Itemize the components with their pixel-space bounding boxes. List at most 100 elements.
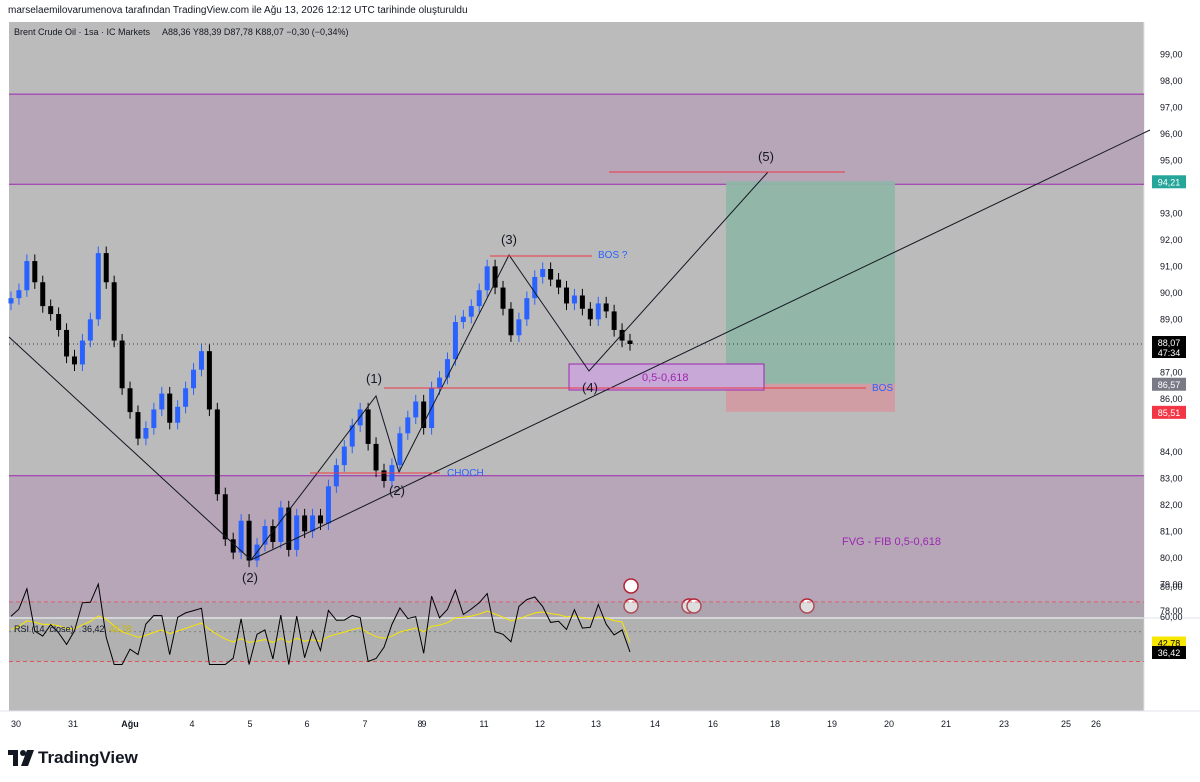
candle: [579, 295, 585, 309]
candle: [24, 261, 30, 291]
long-position-profit-zone[interactable]: [726, 181, 895, 384]
candle: [191, 369, 197, 389]
candle: [603, 303, 609, 312]
candle: [333, 465, 339, 487]
price-axis-label: 80,00: [1160, 553, 1183, 563]
time-axis-label: 23: [999, 719, 1009, 729]
price-axis-label: 83,00: [1160, 473, 1183, 483]
candle: [341, 446, 347, 466]
price-tag-countdown: 47:34: [1158, 348, 1181, 358]
rsi-axis-label: 60,00: [1160, 612, 1183, 622]
price-chart[interactable]: 0,5-0,618 BOS ? BOS CHOCH FVG - FIB 0,5-0,61…: [0, 22, 1200, 740]
rsi-tag-label: 36,42: [1158, 648, 1181, 658]
candle: [103, 253, 109, 283]
price-axis-label: 97,00: [1160, 102, 1183, 112]
fvg-label: FVG - FIB 0,5-0,618: [842, 536, 941, 548]
rsi-tag: [1152, 646, 1186, 659]
candle: [365, 409, 371, 444]
time-axis-label: Ağu: [121, 719, 139, 729]
time-axis-label: 14: [650, 719, 660, 729]
candle: [476, 290, 482, 307]
candle: [8, 298, 14, 304]
candle: [492, 266, 498, 288]
attribution-text: marselaemilovarumenova tarafından Tradin…: [8, 5, 468, 16]
candle: [119, 340, 125, 389]
time-axis-label: 5: [247, 719, 252, 729]
candle: [373, 443, 379, 471]
time-axis-label: 21: [941, 719, 951, 729]
candle: [500, 287, 506, 309]
candle: [405, 417, 411, 434]
lightning-event-icon[interactable]: [623, 578, 639, 594]
price-tag: [1152, 377, 1186, 391]
price-axis-label: 84,00: [1160, 447, 1183, 457]
time-axis-label: 6: [304, 719, 309, 729]
fib-box[interactable]: [568, 363, 765, 391]
price-axis-label: 95,00: [1160, 155, 1183, 165]
candle: [548, 269, 554, 280]
candle: [95, 253, 101, 320]
price-axis-label: 87,00: [1160, 367, 1183, 377]
price-tag-label: 94,21: [1158, 177, 1181, 187]
candle: [286, 507, 292, 550]
footer: TradingView: [0, 740, 1200, 782]
candle: [437, 377, 443, 389]
candle: [595, 303, 601, 320]
candle: [556, 279, 562, 288]
candle: [40, 282, 46, 307]
rsi-axis-label: 80,00: [1160, 582, 1183, 592]
candle: [468, 306, 474, 317]
wave-label: (2): [389, 483, 405, 498]
candle: [516, 319, 522, 336]
us-flag-event-icon[interactable]: [623, 598, 639, 614]
candle: [444, 359, 450, 378]
price-axis-label: 89,00: [1160, 314, 1183, 324]
tradingview-logo-icon: [8, 750, 34, 766]
time-axis-label: 18: [770, 719, 780, 729]
candle: [397, 433, 403, 466]
time-axis-label: 8: [417, 719, 422, 729]
time-axis-label: 13: [591, 719, 601, 729]
price-axis-label: 91,00: [1160, 261, 1183, 271]
candle: [278, 507, 284, 542]
candle: [349, 425, 355, 447]
attribution-bar: marselaemilovarumenova tarafından Tradin…: [0, 0, 1200, 22]
time-axis-label: 12: [535, 719, 545, 729]
candle: [32, 261, 38, 283]
price-axis-label: 96,00: [1160, 129, 1183, 139]
wave-label: (2): [242, 570, 258, 585]
candle: [310, 515, 316, 532]
candle: [135, 412, 141, 439]
candle: [71, 356, 77, 365]
rsi-line: [10, 582, 631, 665]
rsi-legend-label: RSI (14, close): [14, 624, 74, 634]
price-tag: [1152, 175, 1186, 189]
candle: [413, 401, 419, 418]
candle: [524, 298, 530, 320]
time-axis-label: 25: [1061, 719, 1071, 729]
candle: [262, 526, 268, 545]
candle: [87, 319, 93, 341]
us-flag-event-icon[interactable]: [799, 598, 815, 614]
legend-ohlc: A88,36 Y88,39 D87,78 K88,07 −0,30 (−0,34…: [162, 27, 348, 37]
candle: [159, 393, 165, 410]
demand-zone: [9, 475, 1144, 617]
us-flag-event-icon[interactable]: [686, 598, 702, 614]
trendline[interactable]: [250, 129, 1151, 561]
price-tag-label: 86,57: [1158, 380, 1181, 390]
choch-label: CHOCH: [447, 468, 484, 479]
time-axis-label: 9: [421, 719, 426, 729]
time-axis-label: 4: [189, 719, 194, 729]
candle: [64, 329, 70, 357]
rsi-legend-value: 36,42: [82, 624, 105, 634]
price-tag-label: 88,07: [1158, 338, 1181, 348]
price-axis-label: 79,00: [1160, 579, 1183, 589]
candle: [508, 308, 514, 336]
candle: [246, 520, 252, 561]
candle: [127, 388, 133, 413]
candle: [206, 351, 212, 410]
price-axis-label: 81,00: [1160, 526, 1183, 536]
candle: [79, 340, 85, 365]
candle: [484, 266, 490, 291]
price-axis-label: 86,00: [1160, 394, 1183, 404]
